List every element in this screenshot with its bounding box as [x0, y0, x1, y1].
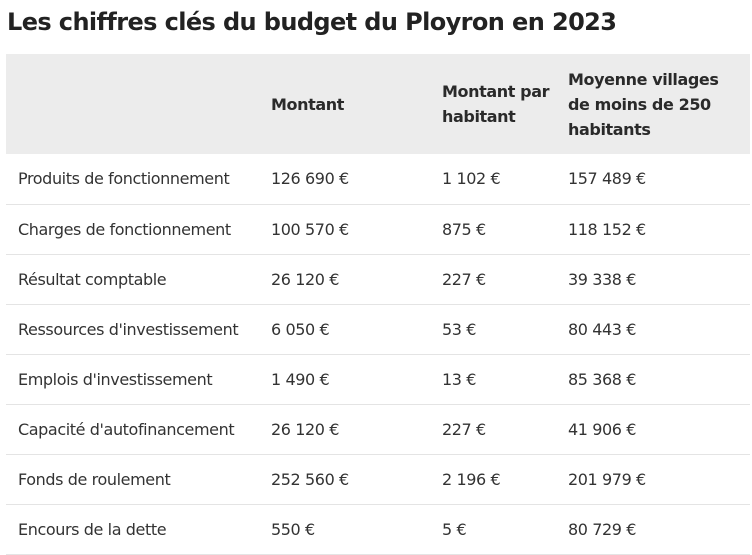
row-montant-par-habitant: 227 € — [442, 269, 486, 289]
page-title: Les chiffres clés du budget du Ployron e… — [7, 8, 617, 36]
row-label: Capacité d'autofinancement — [18, 419, 235, 439]
row-montant: 550 € — [271, 519, 315, 539]
row-montant-par-habitant: 227 € — [442, 419, 486, 439]
row-moyenne-villages: 157 489 € — [568, 169, 646, 189]
row-label: Ressources d'investissement — [18, 319, 239, 339]
table-header: Montant Montant par habitant Moyenne vil… — [6, 54, 750, 154]
row-label: Charges de fonctionnement — [18, 219, 231, 239]
row-moyenne-villages: 201 979 € — [568, 469, 646, 489]
table-row: Résultat comptable 26 120 € 227 € 39 338 € — [6, 254, 750, 304]
row-montant: 100 570 € — [271, 219, 349, 239]
row-montant: 252 560 € — [271, 469, 349, 489]
table-row: Produits de fonctionnement 126 690 € 1 102… — [6, 154, 750, 204]
row-montant: 26 120 € — [271, 269, 340, 289]
header-moyenne-villages: Moyenne villages de moins de 250 habitan… — [568, 69, 719, 139]
row-moyenne-villages: 41 906 € — [568, 419, 637, 439]
row-montant-par-habitant: 1 102 € — [442, 169, 501, 189]
row-montant-par-habitant: 53 € — [442, 319, 477, 339]
row-label: Fonds de roulement — [18, 469, 171, 489]
table-row: Ressources d'investissement 6 050 € 53 € 80… — [6, 304, 750, 354]
header-montant: Montant — [271, 94, 344, 114]
row-label: Emplois d'investissement — [18, 369, 213, 389]
row-montant: 6 050 € — [271, 319, 330, 339]
row-montant-par-habitant: 2 196 € — [442, 469, 501, 489]
row-montant: 26 120 € — [271, 419, 340, 439]
table-row: Capacité d'autofinancement 26 120 € 227 € 4… — [6, 404, 750, 454]
row-moyenne-villages: 80 729 € — [568, 519, 637, 539]
table-body: Produits de fonctionnement 126 690 € 1 102… — [6, 154, 750, 554]
row-montant-par-habitant: 5 € — [442, 519, 467, 539]
table-row: Charges de fonctionnement 100 570 € 875 € 1… — [6, 204, 750, 254]
table-row: Emplois d'investissement 1 490 € 13 € 85 36… — [6, 354, 750, 404]
row-label: Encours de la dette — [18, 519, 167, 539]
row-moyenne-villages: 118 152 € — [568, 219, 646, 239]
row-montant-par-habitant: 875 € — [442, 219, 486, 239]
row-label: Résultat comptable — [18, 269, 167, 289]
table-row: Fonds de roulement 252 560 € 2 196 € 201 97… — [6, 454, 750, 504]
row-montant: 1 490 € — [271, 369, 330, 389]
row-montant: 126 690 € — [271, 169, 349, 189]
row-montant-par-habitant: 13 € — [442, 369, 477, 389]
header-row: Montant Montant par habitant Moyenne vil… — [6, 54, 750, 154]
header-label — [6, 54, 271, 154]
header-montant-par-habitant: Montant par habitant — [442, 82, 550, 126]
table-row: Encours de la dette 550 € 5 € 80 729 € — [6, 504, 750, 554]
row-label: Produits de fonctionnement — [18, 169, 230, 189]
row-moyenne-villages: 85 368 € — [568, 369, 637, 389]
budget-table: Montant Montant par habitant Moyenne vil… — [6, 54, 750, 555]
row-moyenne-villages: 39 338 € — [568, 269, 637, 289]
row-moyenne-villages: 80 443 € — [568, 319, 637, 339]
